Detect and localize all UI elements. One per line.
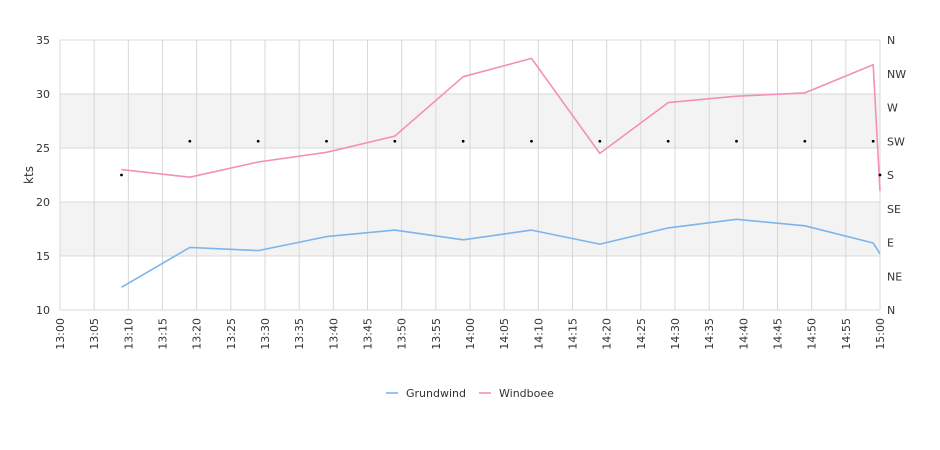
direction-point — [120, 173, 123, 177]
x-tick-label: 14:45 — [772, 318, 785, 350]
x-tick-label: 13:15 — [157, 318, 170, 350]
direction-markers — [120, 139, 882, 177]
y-tick-label: 20 — [36, 196, 50, 209]
x-tick-label: 13:20 — [191, 318, 204, 350]
y-axis-title: kts — [22, 166, 36, 184]
x-tick-label: 13:35 — [293, 318, 306, 350]
x-tick-label: 14:00 — [464, 318, 477, 350]
x-tick-label: 14:10 — [532, 318, 545, 350]
direction-tick-label: S — [887, 169, 894, 182]
x-tick-label: 14:20 — [601, 318, 614, 350]
direction-tick-label: N — [887, 34, 895, 47]
x-tick-label: 14:30 — [669, 318, 682, 350]
x-tick-label: 13:10 — [122, 318, 135, 350]
direction-tick-label: SE — [887, 203, 901, 216]
direction-point — [325, 139, 328, 143]
direction-point — [530, 139, 533, 143]
series-line-windboee — [121, 57, 881, 192]
legend-label: Windboee — [499, 387, 554, 400]
horizontal-gridlines — [60, 39, 880, 311]
direction-point — [803, 139, 807, 143]
direction-point — [878, 173, 882, 177]
direction-point — [598, 139, 602, 143]
legend: Grundwind Windboee — [386, 387, 554, 400]
x-tick-label: 14:40 — [737, 318, 750, 350]
x-tick-label: 14:05 — [498, 318, 511, 350]
direction-point — [393, 139, 397, 143]
x-tick-label: 13:30 — [259, 318, 272, 350]
direction-point — [666, 139, 670, 143]
direction-point — [256, 139, 260, 143]
x-tick-label: 13:55 — [430, 318, 443, 350]
direction-tick-label: E — [887, 237, 894, 250]
x-tick-label: 13:00 — [54, 318, 67, 350]
direction-tick-label: NE — [887, 270, 902, 283]
y-tick-label: 30 — [36, 88, 50, 101]
x-tick-label: 15:00 — [874, 318, 887, 350]
legend-label: Grundwind — [406, 387, 466, 400]
y-tick-labels: 10 15 20 25 30 35 — [36, 34, 50, 317]
x-tick-label: 14:35 — [703, 318, 716, 350]
x-tick-label: 14:55 — [840, 318, 853, 350]
direction-tick-label: W — [887, 102, 898, 115]
direction-tick-label: SW — [887, 135, 905, 148]
vertical-gridlines — [59, 40, 881, 310]
x-tick-label: 14:50 — [806, 318, 819, 350]
y-tick-label: 25 — [36, 142, 50, 155]
series-line-grundwind — [121, 218, 881, 288]
y-tick-label: 35 — [36, 34, 50, 47]
x-tick-label: 13:45 — [362, 318, 375, 350]
x-tick-label: 13:05 — [88, 318, 101, 350]
x-tick-label: 14:25 — [635, 318, 648, 350]
x-tick-label: 14:15 — [567, 318, 580, 350]
direction-point — [735, 139, 738, 143]
x-tick-label: 13:25 — [225, 318, 238, 350]
series-lines — [121, 57, 881, 288]
x-tick-label: 13:40 — [327, 318, 340, 350]
x-tick-label: 13:50 — [396, 318, 409, 350]
legend-item-grundwind[interactable]: Grundwind — [386, 387, 466, 400]
direction-tick-labels: N NE E SE S SW W NW N — [887, 34, 906, 317]
direction-point — [461, 139, 465, 143]
direction-point — [188, 139, 192, 143]
direction-tick-label: N — [887, 304, 895, 317]
direction-tick-label: NW — [887, 68, 906, 81]
y-tick-label: 15 — [36, 250, 50, 263]
direction-point — [871, 139, 875, 143]
legend-item-windboee[interactable]: Windboee — [479, 387, 554, 400]
x-tick-labels: 13:00 13:05 13:10 13:15 13:20 13:25 13:30 13:35… — [54, 318, 887, 350]
y-tick-label: 10 — [36, 304, 50, 317]
